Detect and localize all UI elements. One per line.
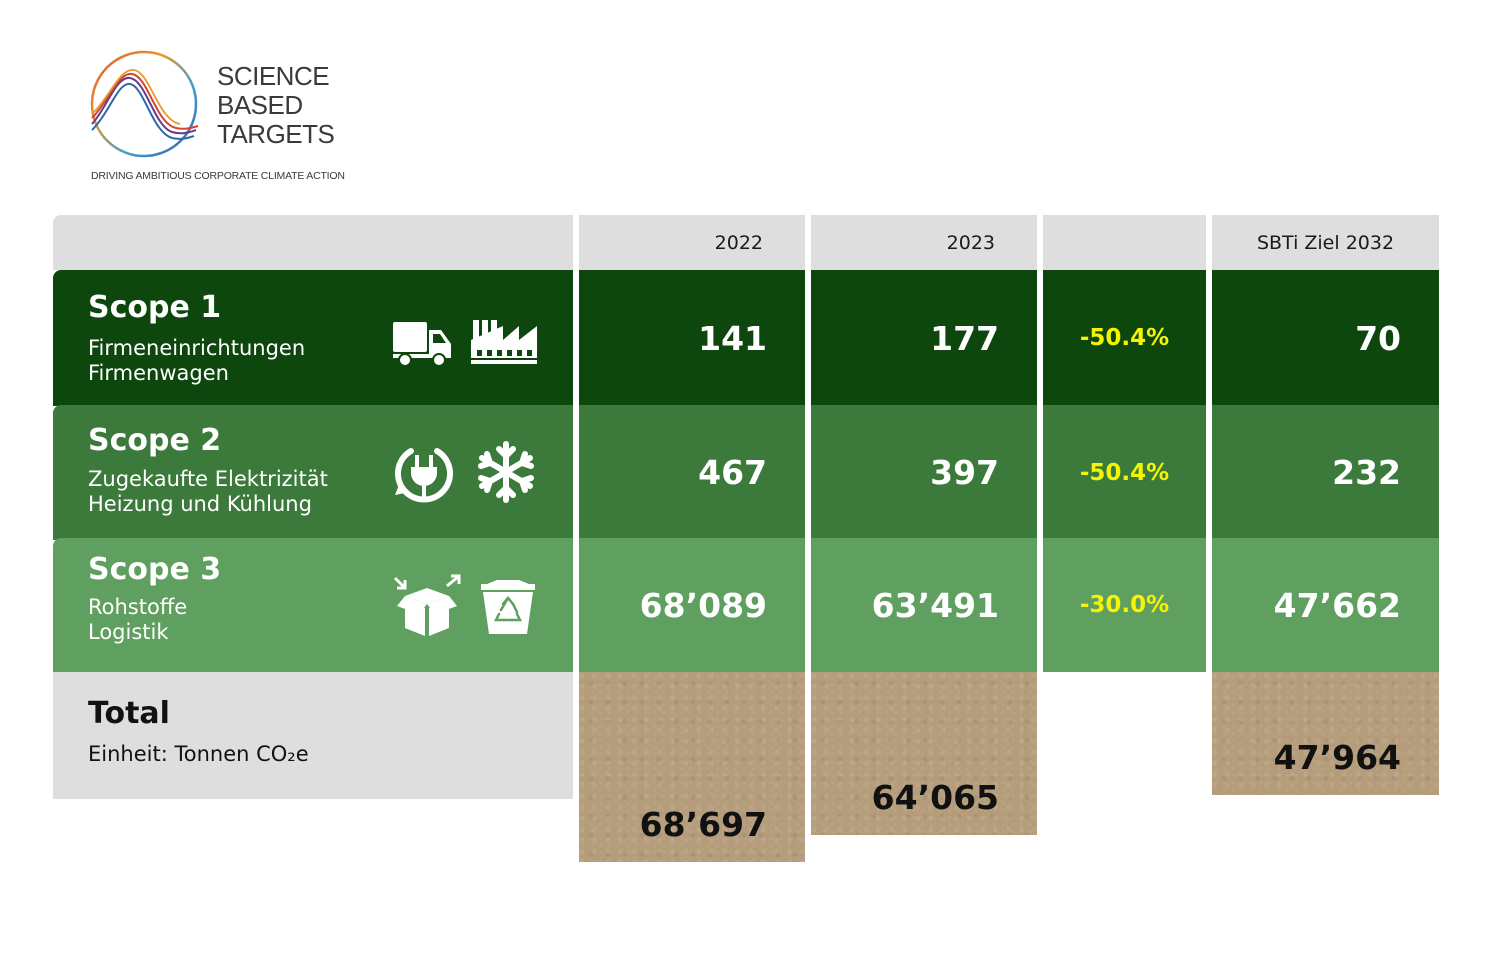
header-2022: 2022 (579, 215, 805, 270)
scope-3-sub-2: Logistik (88, 620, 169, 644)
header-target-2032: SBTi Ziel 2032 (1212, 215, 1439, 270)
scope-1-target: 70 (1212, 270, 1439, 406)
scope-2-target: 232 (1212, 405, 1439, 540)
scope-2-sub-1: Zugekaufte Elektrizität (88, 467, 328, 491)
scope-1-sub-1: Firmeneinrichtungen (88, 336, 306, 360)
scope-1-label-cell: Scope 1 Firmeneinrichtungen Firmenwagen (53, 270, 573, 406)
logo-line-3: TARGETS (217, 119, 335, 149)
snowflake-icon (478, 441, 534, 503)
scope-1-title: Scope 1 (88, 290, 222, 325)
logo-tagline: DRIVING AMBITIOUS CORPORATE CLIMATE ACTI… (91, 170, 345, 182)
total-unit: Einheit: Tonnen CO₂e (88, 742, 309, 766)
header-change (1043, 215, 1206, 270)
scope-1-value-2022: 141 (579, 270, 805, 406)
scope-3-label-cell: Scope 3 Rohstoffe Logistik (53, 538, 573, 672)
scope-3-sub-1: Rohstoffe (88, 595, 188, 619)
sbti-logo: SCIENCE BASED TARGETS DRIVING AMBITIOUS … (88, 46, 348, 186)
scope-1-value-2023: 177 (811, 270, 1037, 406)
scope-1-sub-2: Firmenwagen (88, 361, 229, 385)
scope-2-value-2022: 467 (579, 405, 805, 540)
truck-icon (393, 322, 451, 367)
total-title: Total (88, 696, 170, 731)
sbti-logo-circle-icon (90, 50, 199, 158)
scope-3-title: Scope 3 (88, 552, 222, 587)
scope-3-change: -30.0% (1043, 538, 1206, 672)
total-target: 47’964 (1212, 672, 1439, 795)
total-label-cell: Total Einheit: Tonnen CO₂e (53, 672, 573, 799)
scope-2-title: Scope 2 (88, 423, 222, 458)
logo-wordmark: SCIENCE BASED TARGETS (217, 61, 335, 149)
scope-1-change: -50.4% (1043, 270, 1206, 406)
factory-icon (471, 320, 537, 364)
logo-line-2: BASED (217, 90, 303, 120)
total-value-2022: 68’697 (579, 672, 805, 862)
scope-2-change: -50.4% (1043, 405, 1206, 540)
scope-3-value-2022: 68’089 (579, 538, 805, 672)
package-icon (393, 574, 461, 636)
logo-line-1: SCIENCE (217, 61, 330, 91)
scope-2-label-cell: Scope 2 Zugekaufte Elektrizität Heizung … (53, 405, 573, 540)
recycle-bin-icon (481, 580, 535, 634)
header-label-cell (53, 215, 573, 270)
scope-3-value-2023: 63’491 (811, 538, 1037, 672)
total-value-2023: 64’065 (811, 672, 1037, 835)
power-plug-icon (395, 448, 453, 503)
scope-2-value-2023: 397 (811, 405, 1037, 540)
scope-3-target: 47’662 (1212, 538, 1439, 672)
scope-2-sub-2: Heizung und Kühlung (88, 492, 312, 516)
header-2023: 2023 (811, 215, 1037, 270)
